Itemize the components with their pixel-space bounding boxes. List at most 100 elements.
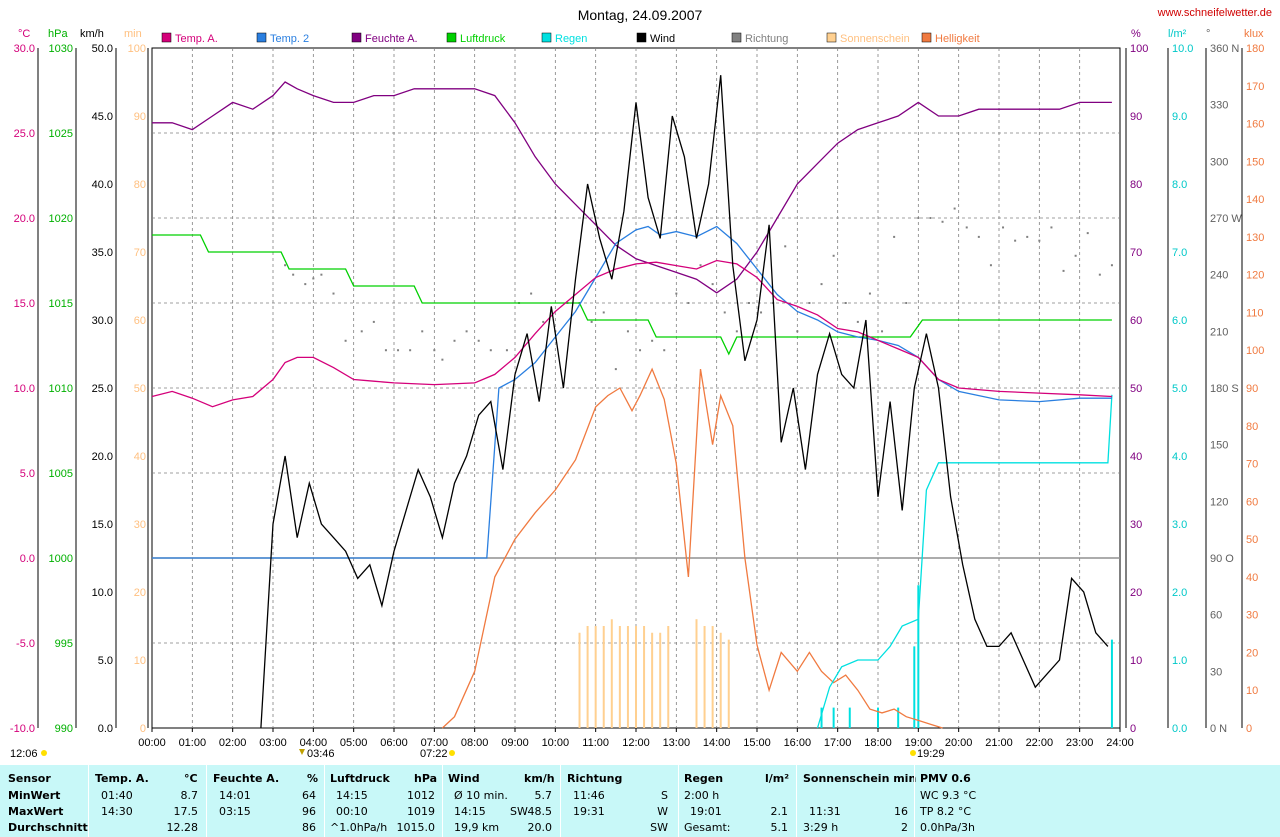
table-col-divider-1: [88, 765, 89, 837]
legend-swatch-0: [161, 32, 172, 43]
series-richtung-point: [711, 283, 714, 286]
x-tick-label: 21:00: [985, 737, 1013, 749]
tick-lux: 160: [1246, 119, 1264, 131]
series-layer: [151, 75, 1113, 729]
tick-press: 1025: [49, 128, 73, 140]
series-richtung-point: [856, 320, 859, 323]
tick-minutes: 50: [134, 383, 146, 395]
series-richtung-point: [409, 349, 412, 352]
tick-wind: 0.0: [98, 723, 113, 735]
series-regen-line: [816, 394, 1113, 729]
tick-temp: 5.0: [20, 468, 35, 480]
series-richtung-point: [651, 339, 654, 342]
sun-mark-rise-dir: 03:46: [307, 748, 335, 760]
tick-wind: 20.0: [92, 451, 113, 463]
tick-lux: 90: [1246, 383, 1258, 395]
x-tick-label: 01:00: [179, 737, 207, 749]
right-axes: 100908070605040302010010.09.08.07.06.05.…: [1125, 43, 1264, 735]
tick-wind: 45.0: [92, 111, 113, 123]
dir-max-time: 19:31: [573, 805, 605, 818]
temp-min-value: 8.7: [180, 789, 199, 802]
unit-lux: klux: [1244, 28, 1264, 40]
tick-minutes: 20: [134, 587, 146, 599]
tick-humidity: 0: [1130, 723, 1136, 735]
series-richtung-point: [917, 217, 920, 219]
pmv-trend: 0.0hPa/3h: [920, 821, 976, 834]
table-col-divider-5: [560, 765, 561, 837]
x-tick-label: 11:00: [582, 737, 609, 749]
tick-temp: 30.0: [14, 43, 35, 55]
series-richtung-point: [1026, 235, 1029, 238]
series-richtung-point: [1014, 239, 1017, 242]
table-col-divider-6: [678, 765, 679, 837]
series-richtung-point: [304, 283, 307, 286]
tick-direction: 300: [1210, 156, 1228, 168]
tick-minutes: 30: [134, 519, 146, 531]
dir-head: Richtung: [567, 772, 623, 785]
series-richtung-point: [320, 273, 323, 276]
site-url: www.schneifelwetter.de: [1157, 7, 1272, 19]
table-col-divider-7: [796, 765, 797, 837]
x-tick-label: 16:00: [784, 737, 812, 749]
legend-swatch-3: [446, 32, 457, 43]
series-richtung-point: [965, 226, 968, 229]
tick-humidity: 50: [1130, 383, 1142, 395]
series-richtung-point: [421, 330, 424, 333]
chart-title: Montag, 24.09.2007: [578, 7, 703, 23]
x-tick-label: 02:00: [219, 737, 247, 749]
series-richtung-point: [372, 320, 375, 323]
tick-press: 1010: [49, 383, 73, 395]
tick-direction: 0 N: [1210, 723, 1227, 735]
series-richtung-point: [1110, 264, 1113, 267]
tick-direction: 360 N: [1210, 43, 1239, 55]
tick-press: 1030: [49, 43, 73, 55]
sun-mark-left: 12:06: [10, 748, 38, 760]
series-richtung-point: [941, 220, 944, 223]
hum-head: Feuchte A.: [213, 772, 280, 785]
series-richtung-point: [489, 349, 492, 352]
series-richtung-point: [735, 330, 738, 333]
tick-minutes: 60: [134, 315, 146, 327]
tick-lux: 0: [1246, 723, 1252, 735]
sun-mark-set: 19:29: [917, 748, 945, 760]
tick-humidity: 40: [1130, 451, 1142, 463]
x-tick-label: 18:00: [864, 737, 892, 749]
tick-lux: 20: [1246, 647, 1258, 659]
pmv-head: PMV 0.6: [920, 772, 971, 785]
tick-rain: 1.0: [1172, 655, 1187, 667]
series-richtung-point: [542, 320, 545, 323]
series-richtung-point: [929, 217, 932, 219]
series-richtung-point: [602, 311, 605, 314]
series-richtung-point: [505, 349, 508, 352]
tick-lux: 110: [1246, 307, 1264, 319]
x-tick-label: 00:00: [138, 737, 166, 749]
row-label-avg: Durchschnitt: [8, 821, 88, 834]
press-avg: 1015.0: [396, 821, 436, 834]
hum-min-time: 14:01: [219, 789, 251, 802]
legend-label-5: Wind: [650, 33, 675, 45]
x-tick-label: 15:00: [743, 737, 771, 749]
table-col-divider-3: [324, 765, 325, 837]
sunrise-icon: [449, 750, 455, 756]
temp-max-time: 14:30: [101, 805, 133, 818]
tick-lux: 10: [1246, 685, 1258, 697]
series-richtung-point: [332, 292, 335, 295]
wind-avg10-value: 5.7: [534, 789, 553, 802]
series-richtung-point: [626, 330, 629, 333]
series-richtung-point: [590, 320, 593, 323]
wind-unit: km/h: [524, 772, 555, 785]
tick-wind: 15.0: [92, 519, 113, 531]
x-tick-label: 23:00: [1066, 737, 1094, 749]
sun-icon: [41, 750, 47, 756]
press-trend: ^1.0hPa/h: [330, 821, 388, 834]
tick-temp: 15.0: [14, 298, 35, 310]
series-richtung-point: [723, 311, 726, 314]
series-richtung-point: [477, 339, 480, 342]
tick-lux: 120: [1246, 270, 1264, 282]
tick-rain: 2.0: [1172, 587, 1187, 599]
tick-rain: 10.0: [1172, 43, 1193, 55]
tick-lux: 100: [1246, 345, 1264, 357]
tick-lux: 30: [1246, 610, 1258, 622]
x-tick-label: 08:00: [461, 737, 489, 749]
tick-lux: 60: [1246, 496, 1258, 508]
